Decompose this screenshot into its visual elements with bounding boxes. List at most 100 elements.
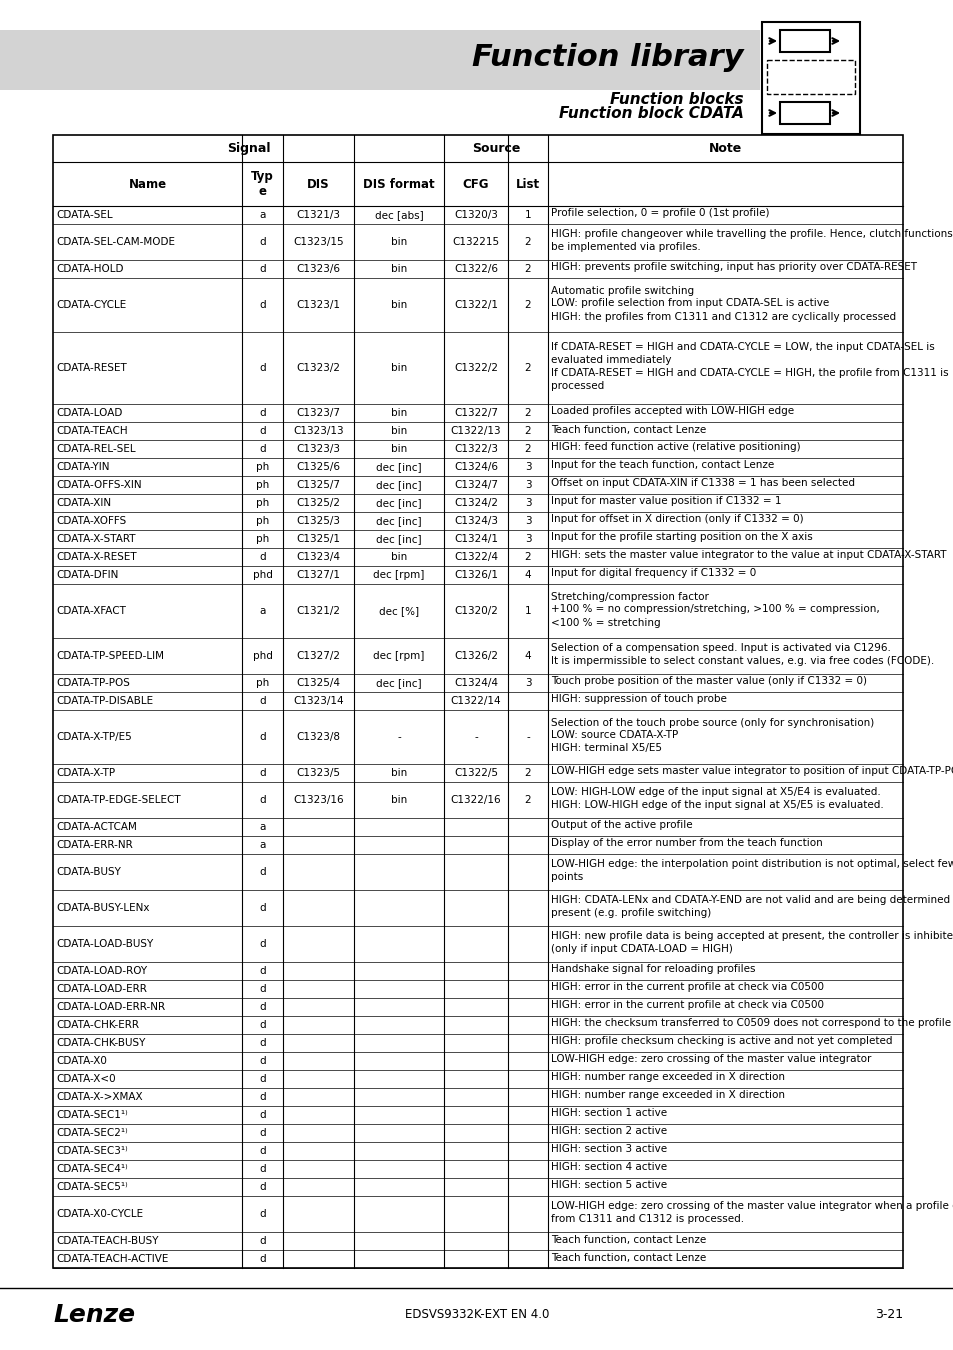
- Text: C1321/3: C1321/3: [296, 211, 340, 220]
- Text: d: d: [259, 427, 266, 436]
- Text: d: d: [259, 1056, 266, 1066]
- Text: CDATA-X->XMAX: CDATA-X->XMAX: [56, 1092, 143, 1102]
- Text: HIGH: number range exceeded in X direction: HIGH: number range exceeded in X directi…: [551, 1072, 784, 1083]
- Text: CDATA-TEACH-BUSY: CDATA-TEACH-BUSY: [56, 1237, 158, 1246]
- Text: C1323/8: C1323/8: [296, 732, 340, 742]
- Text: HIGH: CDATA-LENx and CDATA-Y-END are not valid and are being determined at: HIGH: CDATA-LENx and CDATA-Y-END are not…: [551, 895, 953, 905]
- Bar: [780, 30, 829, 53]
- Text: dec [%]: dec [%]: [378, 606, 418, 616]
- Text: Source: Source: [472, 142, 519, 155]
- Bar: [0, 30, 760, 90]
- Text: Teach function, contact Lenze: Teach function, contact Lenze: [551, 1234, 705, 1245]
- Text: 2: 2: [524, 444, 531, 454]
- Text: C1323/16: C1323/16: [293, 795, 343, 805]
- Text: d: d: [259, 1254, 266, 1264]
- Bar: [53, 135, 902, 1268]
- Text: ph: ph: [255, 462, 269, 472]
- Text: C1327/1: C1327/1: [296, 570, 340, 580]
- Text: CDATA-YIN: CDATA-YIN: [56, 462, 110, 472]
- Text: C1322/14: C1322/14: [450, 697, 500, 706]
- Text: ph: ph: [255, 535, 269, 544]
- Text: dec [inc]: dec [inc]: [375, 535, 421, 544]
- Text: CDATA-XIN: CDATA-XIN: [56, 498, 111, 508]
- Text: dec [rpm]: dec [rpm]: [373, 651, 424, 661]
- Text: points: points: [551, 872, 582, 882]
- Text: If CDATA-RESET = HIGH and CDATA-CYCLE = LOW, the input CDATA-SEL is: If CDATA-RESET = HIGH and CDATA-CYCLE = …: [551, 342, 934, 352]
- Text: 2: 2: [524, 300, 531, 310]
- Text: CDATA-TP-EDGE-SELECT: CDATA-TP-EDGE-SELECT: [56, 795, 180, 805]
- Text: d: d: [259, 552, 266, 562]
- Text: C132215: C132215: [452, 238, 499, 247]
- Text: Handshake signal for reloading profiles: Handshake signal for reloading profiles: [551, 964, 755, 975]
- Text: LOW-HIGH edge: zero crossing of the master value integrator when a profile cycle: LOW-HIGH edge: zero crossing of the mast…: [551, 1202, 953, 1211]
- Text: HIGH: profile changeover while travelling the profile. Hence, clutch functions c: HIGH: profile changeover while travellin…: [551, 230, 953, 239]
- Text: <100 % = stretching: <100 % = stretching: [551, 617, 659, 628]
- Text: C1326/2: C1326/2: [454, 651, 497, 661]
- Text: 4: 4: [524, 651, 531, 661]
- Text: C1324/4: C1324/4: [454, 678, 497, 688]
- Text: phd: phd: [253, 570, 273, 580]
- Text: be implemented via profiles.: be implemented via profiles.: [551, 242, 700, 252]
- Text: C1325/7: C1325/7: [296, 481, 340, 490]
- Text: a: a: [259, 211, 265, 220]
- Text: Function block CDATA: Function block CDATA: [558, 105, 743, 120]
- Text: Input for digital frequency if C1332 = 0: Input for digital frequency if C1332 = 0: [551, 568, 756, 579]
- Text: ph: ph: [255, 481, 269, 490]
- Text: DIS format: DIS format: [363, 177, 435, 190]
- Text: 3: 3: [524, 516, 531, 526]
- Bar: [780, 103, 829, 124]
- Text: bin: bin: [391, 300, 407, 310]
- Text: HIGH: feed function active (relative positioning): HIGH: feed function active (relative pos…: [551, 443, 800, 452]
- Text: a: a: [259, 822, 265, 832]
- Text: d: d: [259, 1129, 266, 1138]
- Text: CDATA-OFFS-XIN: CDATA-OFFS-XIN: [56, 481, 141, 490]
- Text: C1323/6: C1323/6: [296, 265, 340, 274]
- Text: LOW: source CDATA-X-TP: LOW: source CDATA-X-TP: [551, 730, 678, 741]
- Text: CDATA-CHK-ERR: CDATA-CHK-ERR: [56, 1021, 139, 1030]
- Text: List: List: [516, 177, 539, 190]
- Text: C1327/2: C1327/2: [296, 651, 340, 661]
- Text: CDATA-LOAD-BUSY: CDATA-LOAD-BUSY: [56, 940, 153, 949]
- Text: DIS: DIS: [307, 177, 330, 190]
- Text: -: -: [474, 732, 477, 742]
- Text: bin: bin: [391, 768, 407, 778]
- Text: d: d: [259, 363, 266, 373]
- Text: C1325/2: C1325/2: [296, 498, 340, 508]
- Text: dec [rpm]: dec [rpm]: [373, 570, 424, 580]
- Text: LOW-HIGH edge: zero crossing of the master value integrator: LOW-HIGH edge: zero crossing of the mast…: [551, 1054, 870, 1065]
- Text: C1325/1: C1325/1: [296, 535, 340, 544]
- Text: Automatic profile switching: Automatic profile switching: [551, 285, 694, 296]
- Text: CDATA-ERR-NR: CDATA-ERR-NR: [56, 840, 132, 850]
- Text: HIGH: section 1 active: HIGH: section 1 active: [551, 1108, 666, 1119]
- Text: C1324/7: C1324/7: [454, 481, 497, 490]
- Text: 2: 2: [524, 363, 531, 373]
- Text: C1323/7: C1323/7: [296, 408, 340, 418]
- Text: CDATA-SEL-CAM-MODE: CDATA-SEL-CAM-MODE: [56, 238, 174, 247]
- Text: d: d: [259, 1146, 266, 1156]
- Text: CDATA-SEC3¹⁾: CDATA-SEC3¹⁾: [56, 1146, 128, 1156]
- Text: CDATA-TP-SPEED-LIM: CDATA-TP-SPEED-LIM: [56, 651, 164, 661]
- Text: CDATA-SEC4¹⁾: CDATA-SEC4¹⁾: [56, 1164, 128, 1174]
- Text: 3: 3: [524, 481, 531, 490]
- Text: Output of the active profile: Output of the active profile: [551, 821, 692, 830]
- Text: Input for master value position if C1332 = 1: Input for master value position if C1332…: [551, 497, 781, 506]
- Text: HIGH: the checksum transferred to C0509 does not correspond to the profile data: HIGH: the checksum transferred to C0509 …: [551, 1018, 953, 1029]
- Text: Touch probe position of the master value (only if C1332 = 0): Touch probe position of the master value…: [551, 676, 866, 687]
- Text: C1322/2: C1322/2: [454, 363, 497, 373]
- Text: 2: 2: [524, 552, 531, 562]
- Text: CDATA-LOAD-ERR: CDATA-LOAD-ERR: [56, 984, 147, 994]
- Text: CDATA-RESET: CDATA-RESET: [56, 363, 127, 373]
- Text: Input for offset in X direction (only if C1332 = 0): Input for offset in X direction (only if…: [551, 514, 802, 525]
- Text: 4: 4: [524, 570, 531, 580]
- Text: C1322/3: C1322/3: [454, 444, 497, 454]
- Text: CDATA-SEC5¹⁾: CDATA-SEC5¹⁾: [56, 1183, 128, 1192]
- Text: 2: 2: [524, 265, 531, 274]
- Text: LOW: HIGH-LOW edge of the input signal at X5/E4 is evaluated.: LOW: HIGH-LOW edge of the input signal a…: [551, 787, 880, 796]
- Bar: [766, 59, 854, 95]
- Text: CDATA-HOLD: CDATA-HOLD: [56, 265, 123, 274]
- Text: C1323/14: C1323/14: [293, 697, 343, 706]
- Text: Selection of the touch probe source (only for synchronisation): Selection of the touch probe source (onl…: [551, 717, 873, 728]
- Text: d: d: [259, 732, 266, 742]
- Text: Display of the error number from the teach function: Display of the error number from the tea…: [551, 838, 821, 849]
- Text: Profile selection, 0 = profile 0 (1st profile): Profile selection, 0 = profile 0 (1st pr…: [551, 208, 769, 219]
